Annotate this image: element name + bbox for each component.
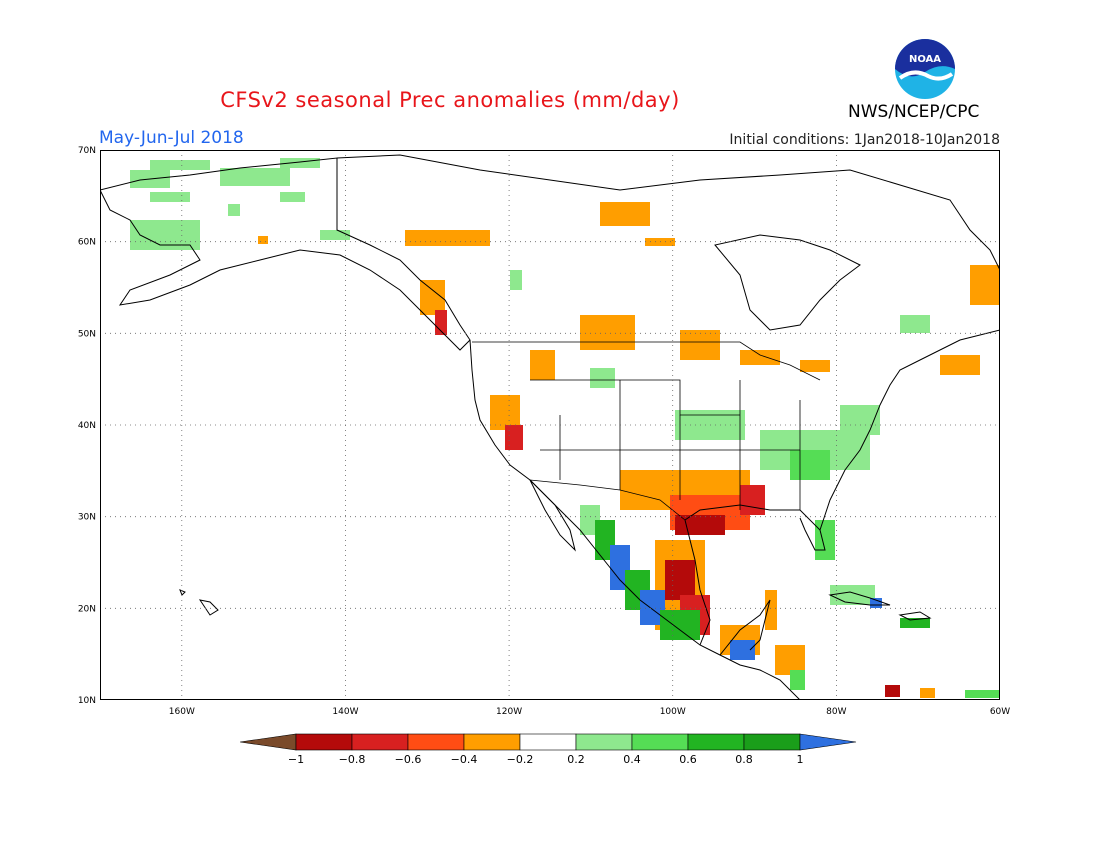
legend-swatch-low-arrow (240, 733, 297, 751)
anomaly-cells (130, 158, 1000, 698)
legend-swatch-high-arrow (799, 733, 857, 751)
lat-tick-label: 60N (78, 238, 96, 248)
legend-label: −0.8 (339, 753, 366, 766)
legend-label: −0.4 (451, 753, 478, 766)
lat-tick-label: 70N (78, 146, 96, 156)
legend-label: −1 (288, 753, 304, 766)
season-label: May-Jun-Jul 2018 (99, 128, 244, 148)
legend-swatch (295, 733, 353, 751)
legend-swatch (407, 733, 465, 751)
color-scale-legend: −1 −0.8 −0.6 −0.4 −0.2 0.2 0.4 0.6 0.8 1 (240, 733, 857, 766)
initial-conditions-label: Initial conditions: 1Jan2018-10Jan2018 (729, 132, 1000, 148)
lon-tick-label: 120W (496, 707, 522, 717)
lon-tick-label: 80W (826, 707, 846, 717)
lon-tick-label: 140W (332, 707, 358, 717)
lon-tick-label: 160W (169, 707, 195, 717)
legend-swatch (631, 733, 689, 751)
legend-label: 1 (797, 753, 804, 766)
legend-label: 0.4 (623, 753, 641, 766)
legend-swatch (351, 733, 409, 751)
legend-label: −0.6 (395, 753, 422, 766)
noaa-logo-text: NOAA (909, 54, 941, 65)
precip-anomaly-map (100, 150, 1000, 700)
legend-label: 0.6 (679, 753, 697, 766)
lat-tick-label: 10N (78, 696, 96, 706)
lat-tick-label: 20N (78, 604, 96, 614)
agency-label: NWS/NCEP/CPC (848, 102, 980, 122)
political-borders (336, 158, 821, 521)
legend-swatch (687, 733, 745, 751)
legend-label: 0.8 (735, 753, 753, 766)
lon-tick-label: 100W (660, 707, 686, 717)
lat-tick-label: 50N (78, 329, 96, 339)
graticule (100, 150, 1000, 700)
lat-tick-label: 30N (78, 513, 96, 523)
lon-tick-label: 60W (990, 707, 1010, 717)
noaa-logo-icon: NOAA (895, 39, 955, 99)
legend-label: −0.2 (507, 753, 534, 766)
lat-tick-label: 40N (78, 421, 96, 431)
legend-swatch (463, 733, 521, 751)
legend-swatch (575, 733, 633, 751)
legend-swatch (743, 733, 801, 751)
map-title: CFSv2 seasonal Prec anomalies (mm/day) (220, 88, 680, 112)
legend-label: 0.2 (567, 753, 585, 766)
legend-swatch (519, 733, 577, 751)
